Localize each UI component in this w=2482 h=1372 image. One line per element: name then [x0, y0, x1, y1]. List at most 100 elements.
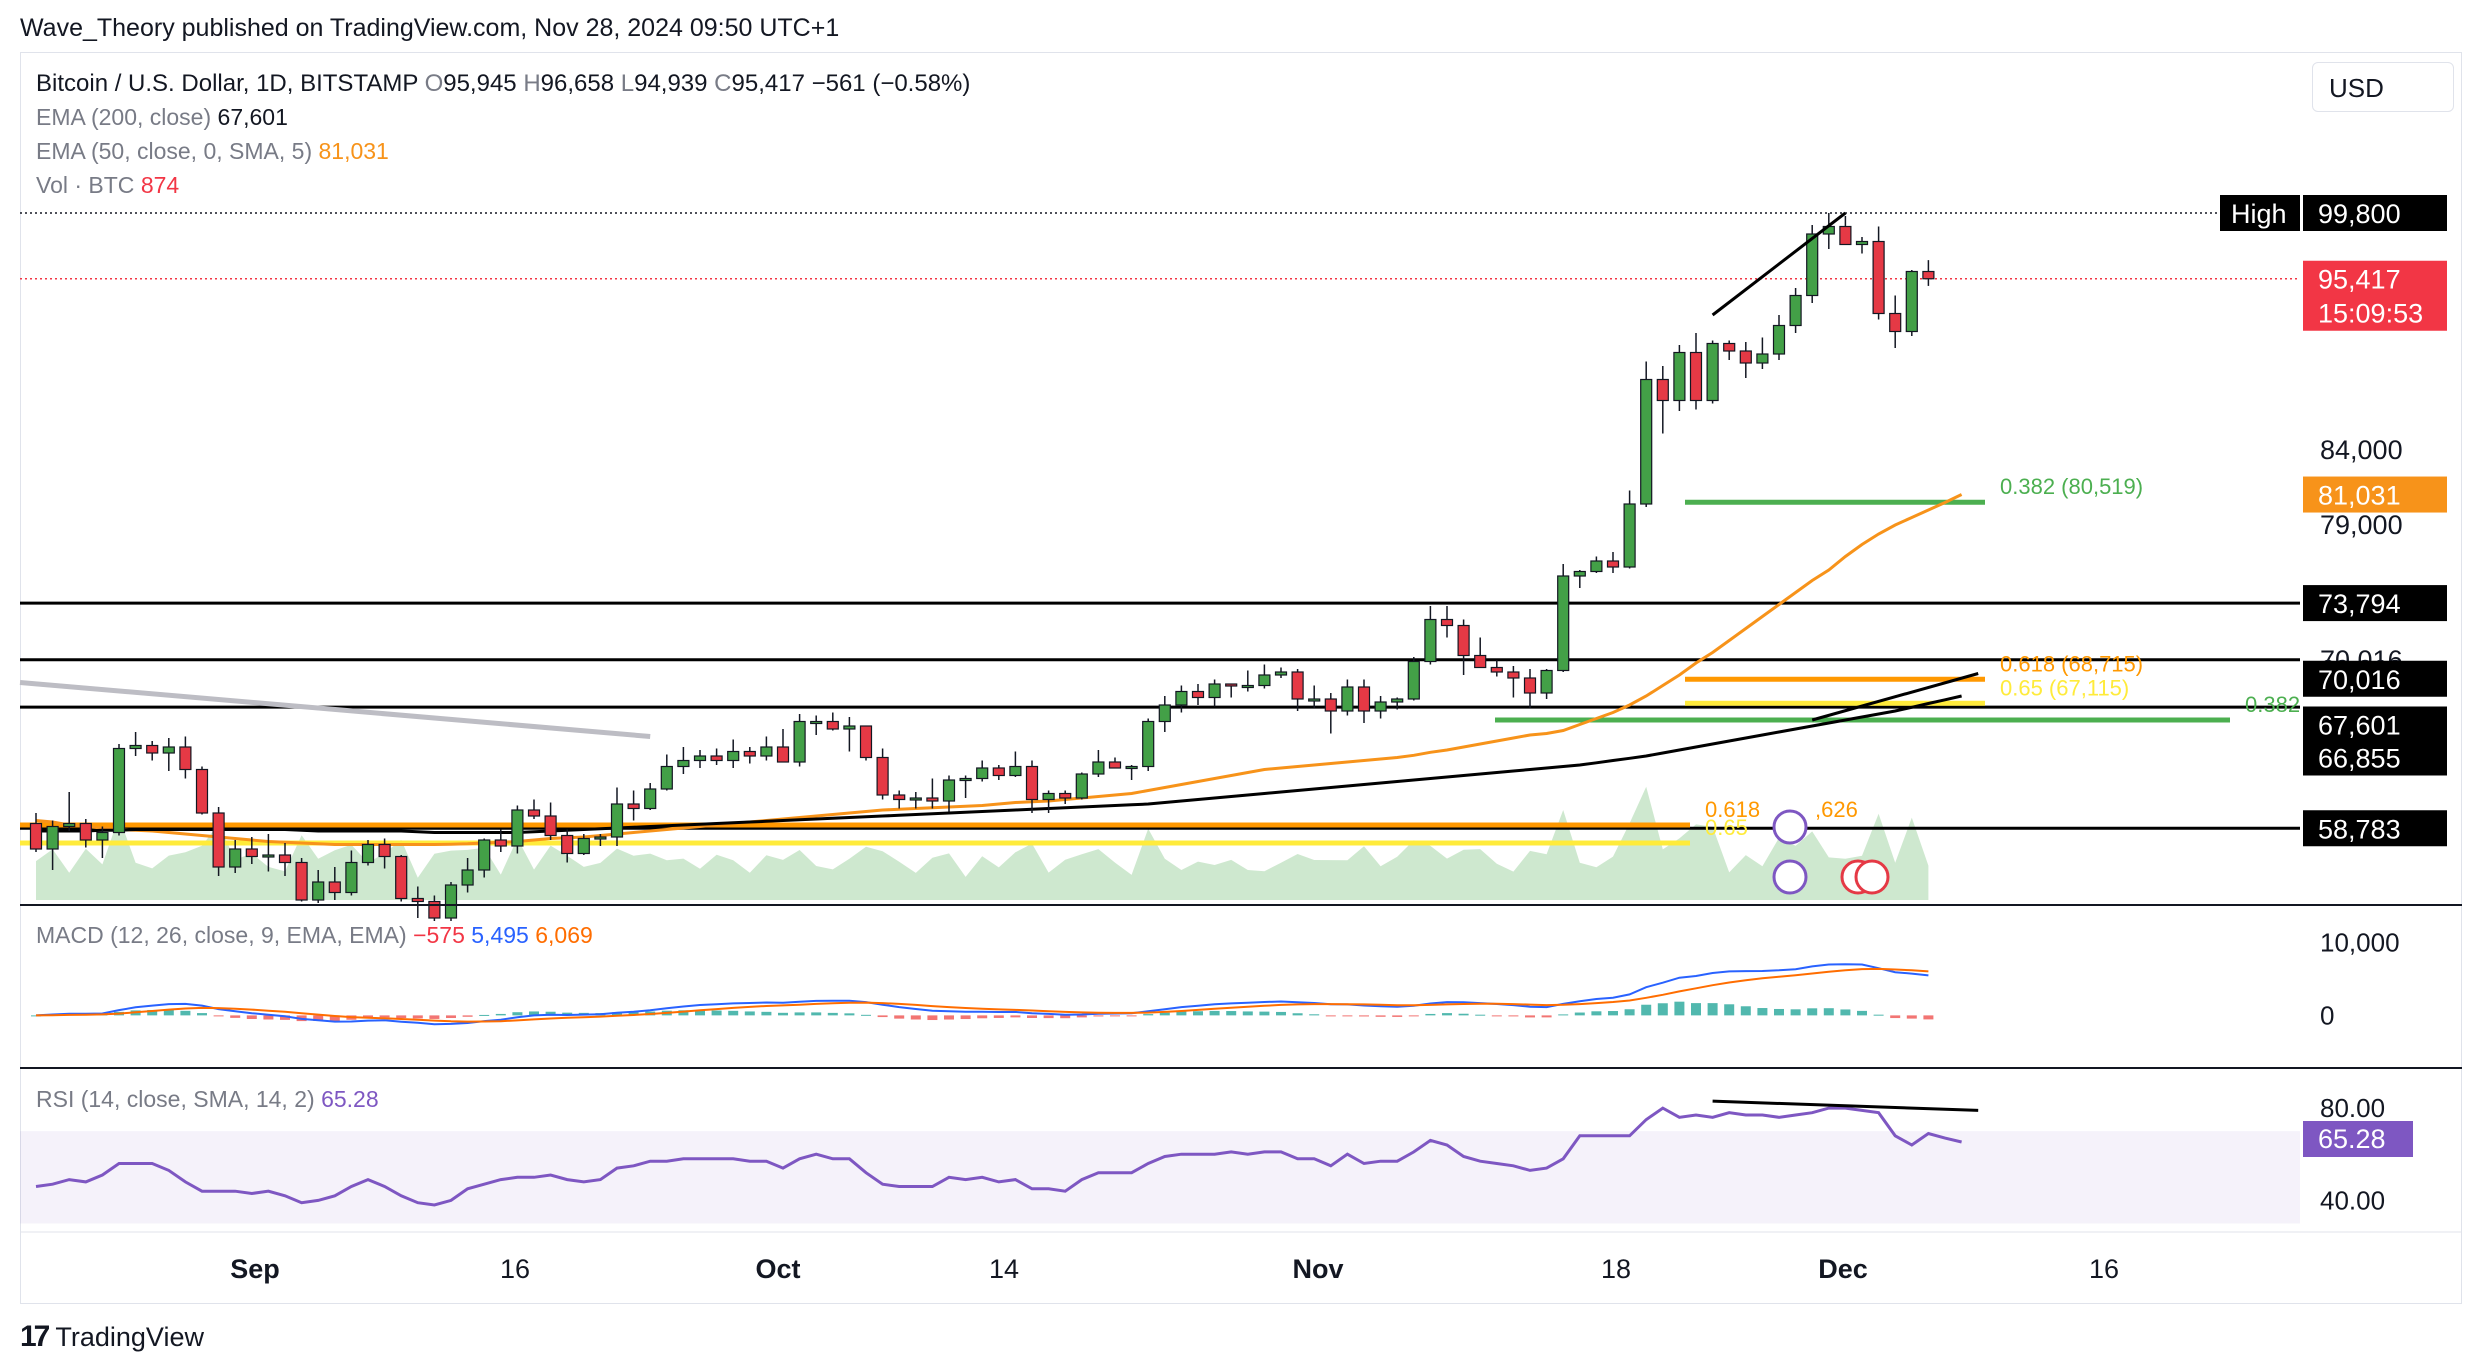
candle-body-4: [96, 831, 109, 841]
macd-hist-bar-85: [1442, 1013, 1452, 1016]
price-badge-2: [2303, 476, 2447, 513]
tradingview-logo-icon: 17: [20, 1320, 50, 1353]
macd-line: [35, 963, 1929, 1026]
candle-body-68: [1158, 704, 1171, 723]
macd-tick-0: 10,000: [2320, 927, 2400, 957]
horizontal-levels: [19, 212, 2300, 830]
rsi-legend[interactable]: RSI (14, close, SMA, 14, 2) 65.28: [36, 1086, 379, 1113]
macd-hist-bar-80: [1359, 1015, 1369, 1017]
candle-body-86: [1457, 624, 1470, 657]
macd-pane: 10,000 0: [31, 927, 2400, 1030]
candle-body-14: [262, 854, 275, 858]
macd-legend[interactable]: MACD (12, 26, close, 9, EMA, EMA) −575 5…: [36, 922, 593, 949]
x-tick-14: 14: [989, 1254, 1019, 1284]
candle-body-89: [1507, 671, 1520, 679]
candle-body-103: [1739, 350, 1752, 364]
macd-hist-bar-94: [1591, 1011, 1602, 1016]
candle-body-32: [561, 834, 574, 855]
candle-body-95: [1606, 560, 1620, 568]
macd-hist-bar-14: [263, 1015, 274, 1020]
candle-body-85: [1440, 618, 1454, 627]
macd-hist-bar-26: [462, 1015, 473, 1017]
x-tick-Nov: Nov: [1292, 1254, 1343, 1284]
macd-hist-bar-109: [1840, 1009, 1851, 1016]
candle-body-106: [1789, 294, 1802, 327]
price-badge-text-0: 99,800: [2318, 199, 2401, 229]
macd-hist-bar-83: [1408, 1015, 1419, 1017]
candle-body-44: [760, 746, 773, 757]
candle-body-9: [179, 746, 192, 771]
brand-name: TradingView: [55, 1321, 204, 1352]
chart-frame[interactable]: [20, 52, 2462, 1304]
macd-hist-bar-25: [446, 1015, 456, 1019]
candle-body-76: [1291, 671, 1304, 700]
macd-hist-bar-113: [1906, 1015, 1917, 1019]
macd-hist-bar-30: [529, 1011, 539, 1016]
fib-label-0: 0.382 (80,519): [2000, 474, 2143, 499]
candle-body-0: [29, 822, 43, 850]
macd-hist-bar-95: [1608, 1011, 1618, 1016]
macd-hist-bar-58: [993, 1015, 1004, 1018]
candle-body-78: [1324, 698, 1337, 712]
candle-body-53: [909, 797, 922, 801]
macd-hist-bar-23: [412, 1015, 423, 1019]
fib-label-4: 0.618: [1705, 797, 1760, 822]
candle-body-82: [1391, 698, 1404, 703]
macd-hist-bar-18: [329, 1015, 340, 1021]
volume-legend[interactable]: Vol · BTC 874: [36, 172, 179, 199]
rsi-tick-1: 40.00: [2320, 1185, 2385, 1215]
us-flag-icon-2: [1854, 859, 1890, 895]
ema50-label: EMA (50, close, 0, SMA, 5): [36, 138, 313, 164]
candle-body-104: [1756, 353, 1769, 364]
candle-body-54: [926, 797, 939, 802]
countdown-text: 15:09:53: [2318, 299, 2423, 329]
macd-hist-bar-52: [894, 1015, 905, 1019]
candle-body-62: [1059, 792, 1072, 799]
macd-hist-bar-87: [1475, 1014, 1486, 1016]
currency-button[interactable]: USD: [2312, 62, 2454, 112]
fib-levels: 0.382 (80,519) 0.618 (68,715)0.65 (67,115…: [20, 474, 2300, 846]
candle-body-13: [245, 848, 258, 858]
price-badge-text-2: 81,031: [2318, 481, 2401, 511]
candle-body-110: [1855, 240, 1869, 246]
macd-hist-bar-100: [1691, 1003, 1701, 1016]
macd-hist-bar-72: [1226, 1011, 1237, 1016]
macd-hist-bar-54: [927, 1015, 938, 1021]
candle-body-88: [1490, 666, 1503, 673]
candle-body-20: [361, 843, 375, 864]
ema200-line: [36, 694, 1962, 834]
fib-label-5: 0.65: [1705, 815, 1748, 840]
macd-hist-bar-73: [1242, 1011, 1253, 1016]
macd-hist-bar-20: [363, 1015, 373, 1019]
ema50-value: 81,031: [318, 138, 389, 164]
event-icons: [1772, 809, 1890, 895]
ema50-legend[interactable]: EMA (50, close, 0, SMA, 5) 81,031: [36, 138, 389, 165]
macd-hist-bar-74: [1259, 1011, 1270, 1016]
candle-body-74: [1258, 674, 1271, 687]
macd-hist-bar-63: [1076, 1015, 1087, 1018]
macd-hist-bar-7: [147, 1009, 158, 1016]
macd-hist-bar-41: [711, 1010, 722, 1016]
ema200-legend[interactable]: EMA (200, close) 67,601: [36, 104, 288, 131]
ema50-line: [35, 493, 1963, 846]
candle-body-26: [461, 869, 474, 886]
candle-body-19: [345, 861, 358, 894]
candle-body-72: [1225, 683, 1238, 687]
rsi-value: 65.28: [321, 1086, 379, 1112]
pane-separators: [20, 904, 2462, 1233]
candle-body-3: [79, 822, 92, 841]
candle-body-61: [1042, 792, 1055, 801]
tradingview-brand[interactable]: 17 TradingView: [20, 1320, 204, 1354]
trendlines: [1711, 211, 1979, 722]
macd-hist-bar-69: [1176, 1011, 1187, 1016]
macd-tick-1: 0: [2320, 1000, 2334, 1030]
macd-hist-bar-82: [1392, 1015, 1403, 1017]
change-value: −561 (−0.58%): [811, 70, 971, 97]
candle-body-84: [1424, 618, 1437, 663]
candle-body-111: [1872, 240, 1885, 315]
macd-hist-bar-8: [163, 1009, 174, 1016]
price-badge-text-5: 67,601: [2318, 711, 2401, 741]
rsi-band: [20, 1131, 2300, 1224]
price-badge-text-3: 73,794: [2318, 589, 2401, 619]
